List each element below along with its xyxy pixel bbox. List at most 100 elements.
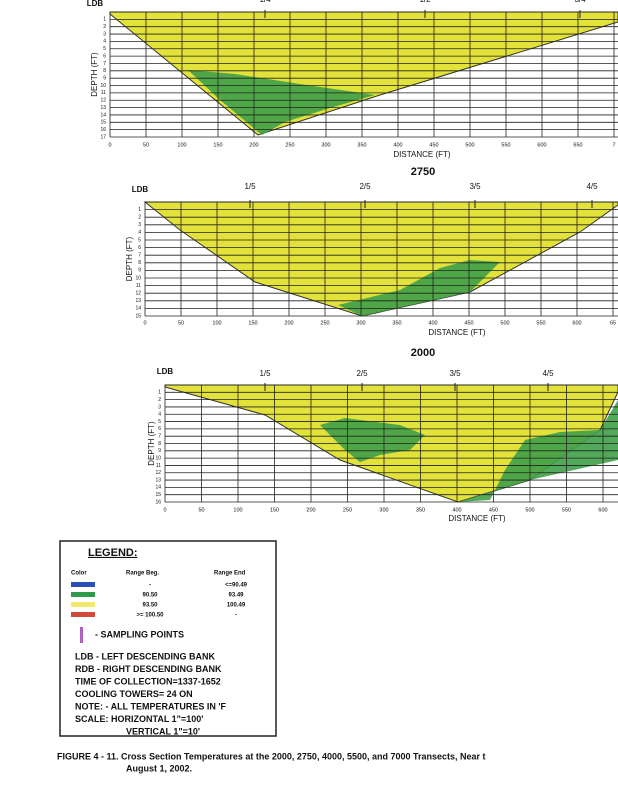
distance-label: 100 — [233, 507, 242, 513]
depth-label: 12 — [135, 291, 141, 297]
depth-label: 2 — [103, 24, 106, 30]
distance-label: 300 — [321, 142, 330, 148]
legend-header: Range Beg. — [126, 571, 159, 577]
depth-label: 1 — [103, 17, 106, 23]
fraction-label: 3/5 — [469, 182, 481, 191]
depth-label: 2 — [158, 397, 161, 403]
fraction-label: 4/5 — [542, 369, 554, 378]
range-end: 100.49 — [227, 603, 246, 609]
depth-label: 14 — [100, 112, 106, 118]
distance-label: 0 — [143, 320, 146, 326]
depth-label: 8 — [158, 441, 161, 447]
legend-note: TIME OF COLLECTION=1337-1652 — [75, 676, 221, 686]
depth-label: 10 — [100, 83, 106, 89]
depth-label: 10 — [155, 455, 161, 461]
distance-label: 250 — [343, 507, 352, 513]
depth-label: 9 — [138, 268, 141, 274]
legend-header: Color — [71, 571, 87, 577]
legend-note: VERTICAL 1"=10' — [126, 726, 200, 736]
depth-label: 15 — [100, 120, 106, 126]
depth-label: 1 — [158, 390, 161, 396]
depth-label: 1 — [138, 207, 141, 213]
depth-label: 12 — [100, 98, 106, 104]
fraction-label: 3/5 — [449, 369, 461, 378]
legend-swatch — [71, 592, 95, 597]
depth-label: 8 — [103, 68, 106, 74]
depth-label: 5 — [138, 237, 141, 243]
distance-label: 300 — [356, 320, 365, 326]
distance-label: 50 — [178, 320, 184, 326]
range-begin: 90.50 — [142, 593, 158, 599]
depth-label: 4 — [158, 412, 161, 418]
distance-label: 550 — [501, 142, 510, 148]
fraction-label: 2/5 — [356, 369, 368, 378]
y-axis-label: DEPTH (FT) — [90, 52, 99, 97]
water-green — [338, 260, 500, 316]
sampling-symbol — [80, 627, 83, 643]
range-begin: - — [149, 583, 151, 589]
distance-label: 500 — [500, 320, 509, 326]
depth-label: 3 — [103, 31, 106, 37]
depth-label: 12 — [155, 470, 161, 476]
y-axis-label: DEPTH (FT) — [125, 236, 134, 281]
depth-label: 8 — [138, 260, 141, 266]
legend-note: RDB - RIGHT DESCENDING BANK — [75, 664, 222, 674]
depth-label: 3 — [138, 222, 141, 228]
distance-label: 550 — [536, 320, 545, 326]
depth-label: 7 — [158, 434, 161, 440]
range-end: <=90.49 — [225, 583, 248, 589]
distance-label: 250 — [285, 142, 294, 148]
water-green — [188, 70, 375, 135]
fraction-label: 3/4 — [574, 0, 586, 4]
range-begin: >= 100.50 — [136, 613, 164, 619]
range-end: - — [235, 613, 237, 619]
distance-label: 450 — [464, 320, 473, 326]
legend-swatch — [71, 582, 95, 587]
depth-label: 7 — [103, 61, 106, 67]
depth-label: 9 — [158, 448, 161, 454]
depth-label: 14 — [155, 485, 161, 491]
distance-label: 7 — [612, 142, 615, 148]
distance-label: 400 — [393, 142, 402, 148]
distance-label: 450 — [429, 142, 438, 148]
depth-label: 6 — [138, 245, 141, 251]
depth-label: 11 — [156, 463, 161, 469]
section-title: 2000 — [411, 347, 435, 359]
sampling-label: - SAMPLING POINTS — [95, 629, 184, 639]
distance-label: 300 — [379, 507, 388, 513]
distance-label: 650 — [573, 142, 582, 148]
depth-label: 16 — [100, 127, 106, 133]
distance-label: 150 — [213, 142, 222, 148]
depth-label: 5 — [158, 419, 161, 425]
distance-label: 200 — [249, 142, 258, 148]
depth-label: 5 — [103, 46, 106, 52]
legend-note: NOTE: - ALL TEMPERATURES IN 'F — [75, 701, 226, 711]
distance-label: 0 — [108, 142, 111, 148]
legend-note: SCALE: HORIZONTAL 1"=100' — [75, 714, 203, 724]
depth-label: 15 — [135, 313, 141, 319]
distance-label: 150 — [248, 320, 257, 326]
distance-label: 350 — [392, 320, 401, 326]
depth-label: 16 — [155, 499, 161, 505]
distance-label: 200 — [284, 320, 293, 326]
bank-label: LDB — [87, 0, 104, 8]
depth-label: 7 — [138, 253, 141, 259]
depth-label: 14 — [135, 306, 141, 312]
fraction-label: 1/5 — [244, 182, 256, 191]
distance-label: 500 — [465, 142, 474, 148]
distance-label: 250 — [320, 320, 329, 326]
fraction-label: 1/4 — [259, 0, 271, 4]
x-axis-label: DISTANCE (FT) — [393, 150, 451, 159]
section-title: 2750 — [411, 166, 435, 178]
distance-label: 65 — [610, 320, 616, 326]
depth-label: 13 — [155, 477, 161, 483]
fraction-label: 1/5 — [259, 369, 271, 378]
distance-label: 350 — [416, 507, 425, 513]
distance-label: 150 — [270, 507, 279, 513]
legend-swatch — [71, 612, 95, 617]
legend-note: LDB - LEFT DESCENDING BANK — [75, 651, 215, 661]
x-axis-label: DISTANCE (FT) — [428, 328, 486, 337]
depth-label: 11 — [136, 283, 141, 289]
legend-header: Range End — [214, 571, 246, 577]
